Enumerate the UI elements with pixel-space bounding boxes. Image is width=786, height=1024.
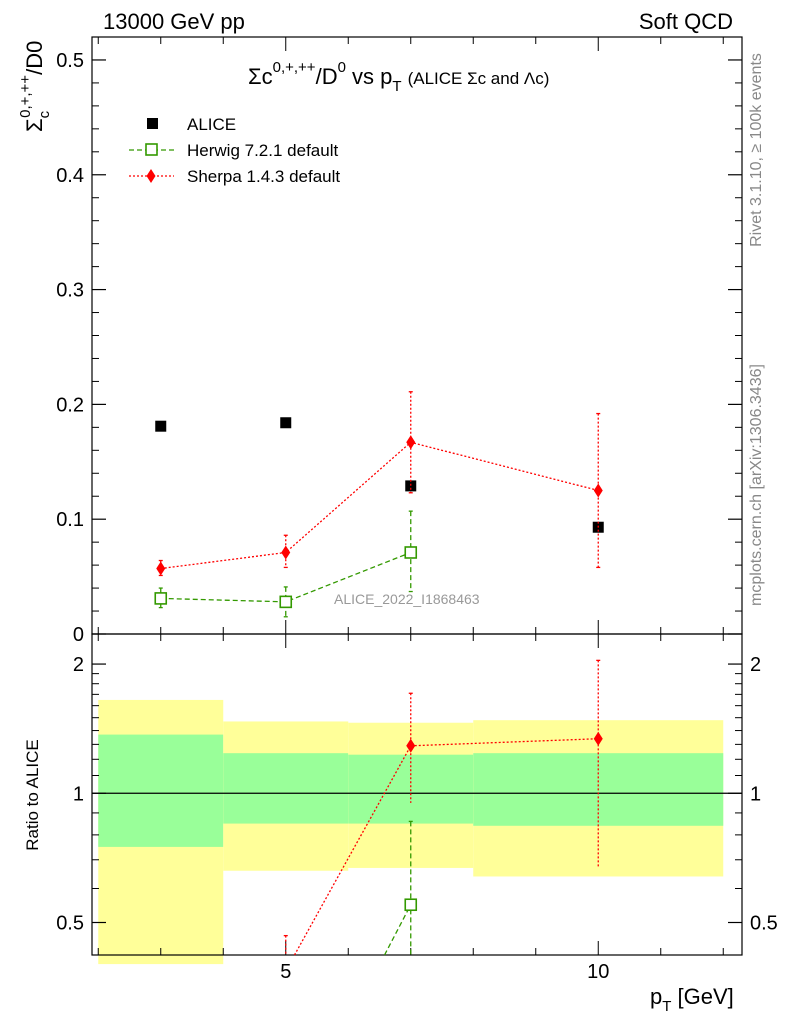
plot-title-mid: /D bbox=[316, 64, 338, 89]
ratio-y-tick-label-right: 2 bbox=[750, 654, 761, 676]
legend-sherpa-label: Sherpa 1.4.3 default bbox=[187, 167, 340, 186]
plot-title-sub: T bbox=[392, 78, 401, 95]
ylabel-sup: 0,+,++ bbox=[17, 75, 34, 118]
sherpa-point bbox=[593, 483, 603, 498]
ratio-y-tick-label: 2 bbox=[73, 654, 84, 676]
x-axis-label: pT [GeV] bbox=[650, 984, 734, 1015]
ylabel-sub: c bbox=[36, 110, 53, 118]
alice-point bbox=[155, 420, 167, 432]
plot-title-vs: vs p bbox=[346, 64, 392, 89]
ratio-y-tick-label: 0.5 bbox=[56, 912, 84, 934]
legend-alice-label: ALICE bbox=[187, 115, 236, 134]
plot-title-sup1: 0,+,++ bbox=[273, 59, 316, 76]
legend-herwig-marker bbox=[145, 143, 158, 156]
herwig-ratio-line bbox=[383, 904, 412, 956]
analysis-watermark: ALICE_2022_I1868463 bbox=[334, 591, 480, 607]
mcplots-label: mcplots.cern.ch [arXiv:1306.3436] bbox=[748, 364, 765, 606]
alice-uncertainty-bands bbox=[92, 699, 742, 965]
ratio-y-tick-label-right: 0.5 bbox=[750, 912, 778, 934]
main-y-tick-label: 0.4 bbox=[56, 165, 84, 187]
legend-alice-marker bbox=[147, 118, 158, 129]
main-y-tick-label: 0.2 bbox=[56, 394, 84, 416]
sherpa-point bbox=[156, 561, 166, 576]
rivet-label: Rivet 3.1.10, ≥ 100k events bbox=[748, 53, 765, 247]
legend: ALICE Herwig 7.2.1 default Sherpa 1.4.3 … bbox=[129, 115, 340, 186]
legend-sherpa-marker bbox=[146, 169, 156, 183]
xlabel-sub: T bbox=[662, 998, 671, 1015]
xlabel-rest: [GeV] bbox=[671, 984, 733, 1009]
xlabel-base: p bbox=[650, 984, 662, 1009]
ylabel-base: Σ bbox=[22, 118, 47, 132]
header-process: 13000 GeV pp bbox=[103, 9, 245, 34]
herwig-point bbox=[154, 592, 168, 605]
ratio-band-stat bbox=[98, 734, 224, 847]
alice-point bbox=[280, 417, 292, 429]
main-y-tick-label: 0.3 bbox=[56, 280, 84, 302]
plot-title: Σc0,+,++/D0 vs pT (ALICE Σc and Λc) bbox=[248, 59, 549, 95]
main-y-axis-label: Σc0,+,++/D0 bbox=[17, 41, 53, 132]
sherpa-point bbox=[281, 545, 291, 560]
data-marks bbox=[154, 391, 604, 956]
ratio-y-tick-label-right: 1 bbox=[750, 783, 761, 805]
ratio-band-stat bbox=[348, 754, 474, 824]
herwig-ratio-point bbox=[404, 898, 418, 912]
ratio-y-tick-label: 1 bbox=[73, 783, 84, 805]
alice-point bbox=[405, 480, 417, 492]
ratio-y-axis-label: Ratio to ALICE bbox=[23, 739, 42, 851]
ratio-band-stat bbox=[223, 753, 349, 824]
x-tick-label: 10 bbox=[587, 961, 609, 983]
axis-ticks: 0 0.1 0.2 0.3 0.4 0.5 0.5 0.5 1 1 2 2 5 10 bbox=[56, 37, 778, 983]
sherpa-ratio-line bbox=[410, 738, 599, 747]
legend-herwig-label: Herwig 7.2.1 default bbox=[187, 141, 338, 160]
ylabel-rest: /D0 bbox=[22, 41, 47, 75]
herwig-line bbox=[160, 551, 411, 603]
sherpa-ratio-point bbox=[406, 738, 416, 753]
main-y-tick-label: 0.1 bbox=[56, 509, 84, 531]
sherpa-line bbox=[160, 441, 599, 570]
main-y-tick-label: 0.5 bbox=[56, 50, 84, 72]
herwig-point bbox=[404, 546, 418, 559]
main-y-tick-label: 0 bbox=[73, 624, 84, 646]
herwig-point bbox=[279, 595, 293, 609]
plot-title-main: Σc bbox=[248, 64, 273, 89]
x-tick-label: 5 bbox=[280, 961, 291, 983]
sherpa-ratio-point bbox=[593, 731, 603, 746]
plot-title-note: (ALICE Σc and Λc) bbox=[408, 69, 550, 88]
ratio-panel-frame bbox=[91, 633, 743, 956]
sherpa-point bbox=[406, 435, 416, 450]
plot-title-sup2: 0 bbox=[338, 59, 346, 76]
header-category: Soft QCD bbox=[639, 9, 733, 34]
